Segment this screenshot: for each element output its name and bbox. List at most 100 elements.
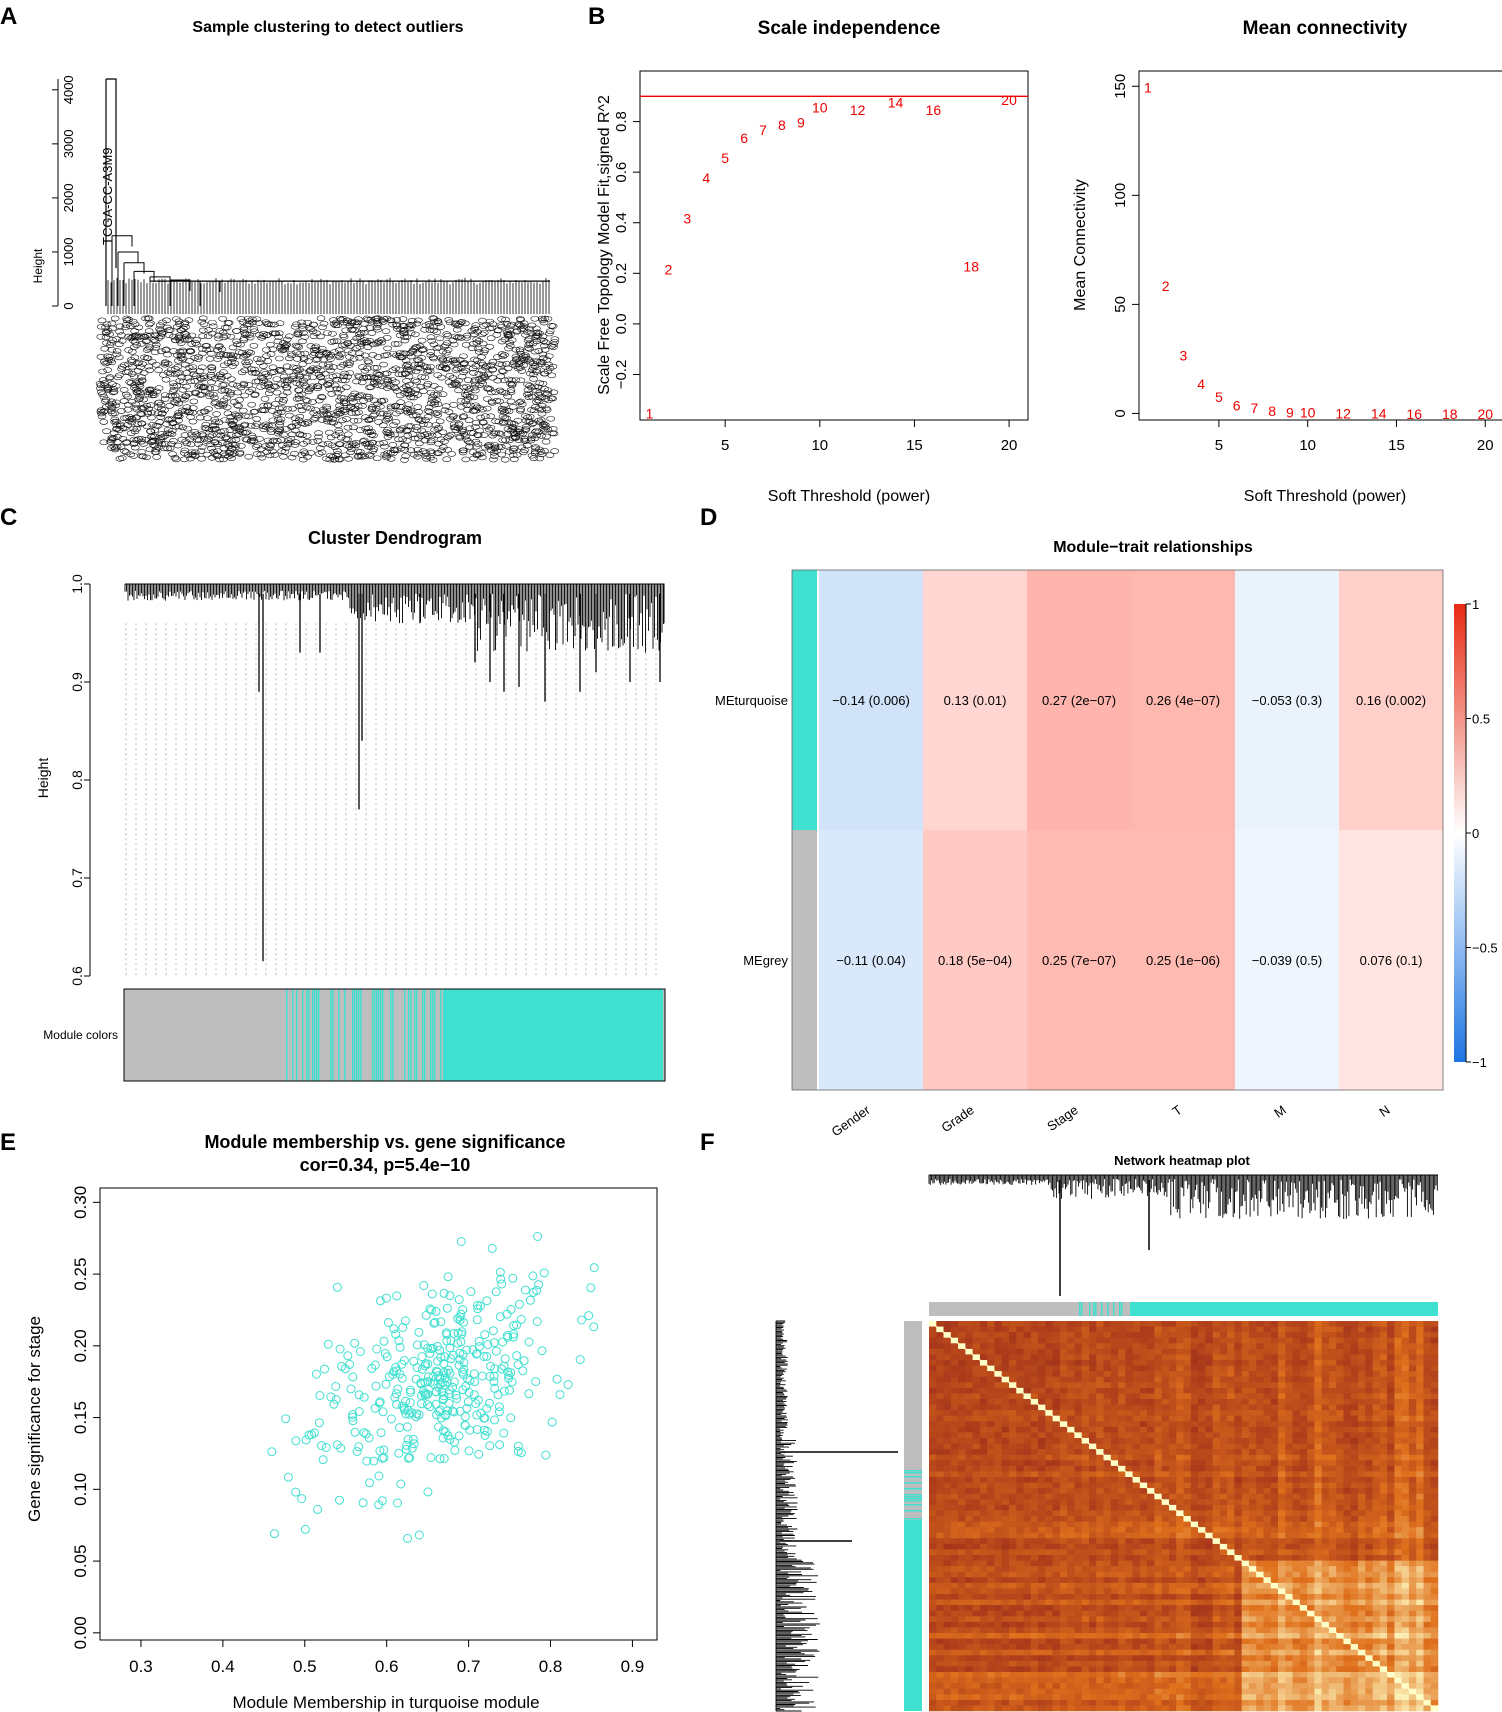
panel-f-heat-cell — [1321, 1332, 1330, 1338]
panel-a-sample-label — [497, 389, 507, 395]
panel-a-sample-label — [295, 413, 305, 420]
panel-a-sample-label — [252, 451, 262, 457]
panel-a-sample-label — [426, 437, 436, 444]
panel-f-heat-cell — [1103, 1488, 1112, 1494]
panel-f-heat-cell — [950, 1471, 959, 1478]
panel-f-heat-cell — [1147, 1393, 1155, 1400]
panel-f-left-dendrogram — [775, 1320, 898, 1712]
panel-a-sample-label — [101, 403, 111, 410]
panel-f-heat-cell — [994, 1360, 1002, 1366]
panel-e-point — [314, 1418, 324, 1428]
panel-e-point — [372, 1344, 382, 1354]
panel-f-heat-cell — [1118, 1348, 1126, 1355]
panel-f-heat-cell — [1052, 1399, 1061, 1405]
panel-f-heat-cell — [1074, 1376, 1082, 1383]
panel-a-sample-label — [198, 333, 208, 339]
panel-f-heat-cell — [1045, 1488, 1053, 1494]
panel-f-heat-cell — [1198, 1371, 1206, 1377]
panel-a-sample-label — [348, 442, 357, 449]
panel-f-heat-cell — [943, 1421, 952, 1428]
panel-f-heat-cell — [950, 1321, 959, 1327]
panel-a-sample-label — [382, 454, 391, 461]
panel-e-point — [433, 1382, 443, 1392]
panel-f-heat-cell — [1299, 1443, 1308, 1450]
panel-e-point — [335, 1495, 344, 1505]
panel-a-sample-label — [240, 392, 249, 399]
panel-f-heat-cell — [1321, 1399, 1330, 1405]
panel-a-sample-label — [124, 333, 133, 340]
panel-f-heat-cell — [1219, 1326, 1228, 1333]
panel-a-sample-label — [183, 425, 192, 432]
panel-f-heat-cell — [965, 1365, 973, 1372]
panel-f-heat-cell — [1292, 1465, 1301, 1472]
panel-f-heat-cell — [1009, 1410, 1017, 1416]
panel-f-heat-cell — [1118, 1371, 1126, 1377]
panel-a-sample-label — [256, 451, 266, 458]
panel-f-heat-cell — [1205, 1482, 1213, 1489]
panel-f-heat-cell — [1328, 1321, 1337, 1327]
panel-f-heat-cell — [1343, 1343, 1352, 1350]
panel-e-point — [472, 1315, 482, 1325]
panel-f-heat-cell — [1248, 1482, 1257, 1489]
panel-f-heat-cell — [1328, 1326, 1337, 1333]
panel-f-heat-cell — [1198, 1488, 1206, 1494]
panel-f-heat-cell — [1169, 1454, 1177, 1461]
panel-f-heat-cell — [1234, 1332, 1242, 1338]
panel-f-heat-cell — [1234, 1399, 1242, 1405]
panel-f-heat-cell — [1169, 1426, 1177, 1433]
panel-f-heat-cell — [1248, 1382, 1257, 1389]
panel-f-heat-cell — [1139, 1432, 1148, 1439]
panel-f-heat-cell — [1052, 1376, 1061, 1383]
panel-f-heat-cell — [965, 1488, 973, 1494]
panel-a-sample-label — [354, 453, 364, 459]
panel-f-heat-cell — [1125, 1426, 1133, 1433]
panel-a-sample-label — [531, 330, 541, 336]
panel-e-ytick-label: 0.25 — [71, 1258, 90, 1291]
panel-b1-point: 9 — [797, 115, 805, 131]
panel-f-heat-cell — [1416, 1471, 1424, 1478]
panel-f-heat-cell — [1139, 1387, 1148, 1394]
panel-a-sample-label — [237, 369, 247, 376]
panel-a-sample-label — [95, 380, 105, 387]
panel-b2-xtick-label: 5 — [1215, 437, 1223, 454]
panel-f-heat-cell — [1321, 1365, 1330, 1372]
panel-f-heat-cell — [1147, 1443, 1155, 1450]
panel-e-point — [350, 1427, 360, 1437]
panel-a-sample-label — [542, 433, 551, 440]
panel-a-sample-label — [96, 354, 106, 360]
panel-f-heat-cell — [1219, 1399, 1228, 1405]
panel-a-sample-label — [217, 439, 227, 446]
panel-f-heat-cell — [1234, 1426, 1242, 1433]
panel-b2-xtick-label: 10 — [1299, 437, 1316, 454]
panel-f-heat-cell — [965, 1421, 973, 1428]
panel-f-heat-cell — [1408, 1332, 1417, 1338]
panel-a-sample-label — [285, 412, 294, 419]
panel-a-sample-label — [379, 361, 388, 368]
panel-f-heat-cell — [936, 1410, 944, 1416]
panel-f-heat-cell — [972, 1438, 981, 1444]
panel-a-sample-label — [357, 340, 366, 347]
panel-e-point — [318, 1455, 328, 1465]
panel-a-sample-label — [192, 431, 201, 438]
panel-f-heat-cell — [1001, 1488, 1010, 1494]
panel-f-heat-cell — [1045, 1426, 1053, 1433]
panel-f-heat-cell — [936, 1482, 944, 1489]
panel-a-sample-label — [377, 337, 386, 343]
panel-f-heat-cell — [987, 1415, 995, 1422]
panel-f-heat-cell — [1169, 1376, 1177, 1383]
panel-f-heat-cell — [1256, 1482, 1264, 1489]
panel-a-sample-label — [186, 441, 196, 448]
panel-e-point — [490, 1383, 500, 1393]
panel-f-heat-cell — [1176, 1471, 1184, 1478]
panel-f-heat-cell — [943, 1482, 952, 1489]
panel-f-heat-cell — [1089, 1348, 1097, 1355]
panel-a-sample-label — [140, 334, 150, 340]
panel-a-sample-label — [383, 427, 392, 433]
panel-f-heat-cell — [1416, 1371, 1424, 1377]
panel-f-heat-cell — [1270, 1343, 1279, 1350]
panel-f-heat-cell — [950, 1488, 959, 1494]
panel-f-heat-cell — [1081, 1399, 1090, 1405]
panel-f-heat-cell — [1299, 1454, 1308, 1461]
panel-d-row-color — [792, 570, 817, 830]
panel-a-sample-label — [496, 444, 506, 450]
